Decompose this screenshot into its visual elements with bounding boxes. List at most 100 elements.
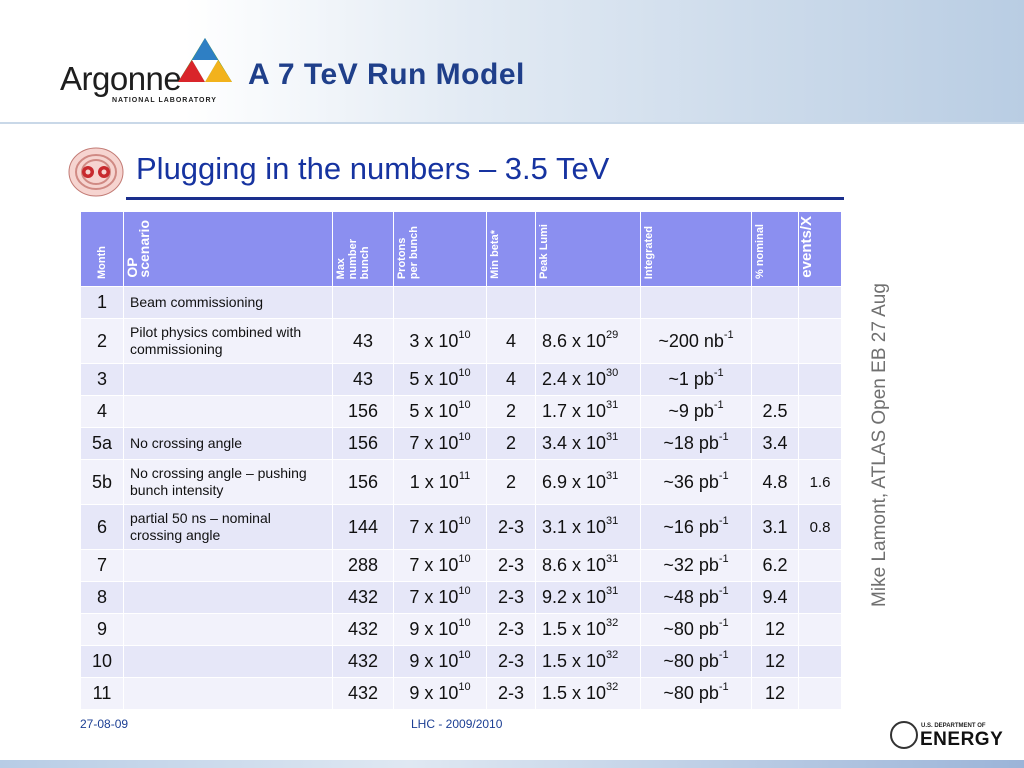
cell-max-bunch: 288: [332, 549, 394, 582]
cell-protons: 7 x 1010: [393, 427, 487, 460]
month-value: 2: [96, 330, 107, 351]
cell-max-bunch: 432: [332, 677, 394, 710]
protons-exponent: 10: [458, 585, 471, 597]
cell-events: [798, 427, 842, 460]
cell-month: 5b: [80, 459, 124, 505]
min-beta-value: 2-3: [497, 683, 524, 703]
cell-pct-nominal: 6.2: [751, 549, 799, 582]
lumi-mantissa: 6.9 x 10: [542, 471, 607, 492]
cell-scenario: [123, 677, 333, 710]
cell-month: 9: [80, 613, 124, 646]
table-row: 6 partial 50 ns – nominal crossing angle 1…: [80, 504, 842, 550]
cell-max-bunch: [332, 286, 394, 319]
cell-min-beta: 2-3: [486, 645, 536, 678]
min-beta-value: 2-3: [497, 516, 524, 537]
cell-pct-nominal: [751, 286, 799, 319]
integrated-value: ~16 pb: [663, 516, 719, 537]
lumi-mantissa: 1.7 x 10: [542, 401, 607, 421]
cell-max-bunch: 156: [332, 395, 394, 428]
cell-integrated: ~200 nb-1: [640, 318, 752, 364]
cell-min-beta: 2-3: [486, 677, 536, 710]
month-value: 1: [96, 292, 107, 312]
pct-nominal-value: 12: [764, 651, 786, 671]
cell-protons: 7 x 1010: [393, 549, 487, 582]
integrated-exponent: -1: [718, 553, 729, 565]
cell-pct-nominal: 4.8: [751, 459, 799, 505]
min-beta-value: 2-3: [497, 619, 524, 639]
cell-peak-lumi: 1.5 x 1032: [535, 645, 641, 678]
cell-integrated: ~16 pb-1: [640, 504, 752, 550]
table-row: 11 432 9 x 1010 2-3 1.5 x 1032 ~80 pb-1 12: [80, 677, 842, 710]
min-beta-value: 4: [505, 330, 516, 351]
cell-scenario: [123, 645, 333, 678]
cell-min-beta: 2: [486, 395, 536, 428]
max-bunch-value: 432: [347, 587, 379, 607]
max-bunch-value: 432: [347, 619, 379, 639]
table-row: 9 432 9 x 1010 2-3 1.5 x 1032 ~80 pb-1 12: [80, 613, 842, 646]
footer-title: LHC - 2009/2010: [411, 717, 503, 731]
cell-events: 0.8: [798, 504, 842, 550]
cell-scenario: [123, 363, 333, 396]
integrated-exponent: -1: [723, 328, 734, 341]
max-bunch-value: 43: [352, 369, 374, 389]
cell-events: [798, 286, 842, 319]
scenario-value: Beam commissioning: [130, 294, 264, 310]
integrated-exponent: -1: [718, 649, 729, 661]
cell-protons: 9 x 1010: [393, 613, 487, 646]
table-body: 1 Beam commissioning 2 Pilot physics combin…: [80, 286, 842, 710]
cell-pct-nominal: [751, 363, 799, 396]
pct-nominal-value: 3.4: [762, 433, 788, 453]
cell-month: 1: [80, 286, 124, 319]
cell-scenario: [123, 395, 333, 428]
header-prot-line1: Protons: [396, 237, 408, 279]
scenario-value: partial 50 ns – nominal crossing angle: [130, 510, 271, 543]
cell-protons: 7 x 1010: [393, 581, 487, 614]
max-bunch-value: 432: [347, 683, 379, 703]
max-bunch-value: 144: [347, 516, 379, 537]
cell-peak-lumi: 3.4 x 1031: [535, 427, 641, 460]
cell-month: 11: [80, 677, 124, 710]
cell-scenario: No crossing angle: [123, 427, 333, 460]
cell-scenario: Beam commissioning: [123, 286, 333, 319]
lumi-mantissa: 3.1 x 10: [542, 516, 607, 537]
subtitle-underline: [126, 197, 844, 200]
protons-exponent: 11: [458, 469, 471, 482]
pct-nominal-value: 12: [764, 619, 786, 639]
integrated-value: ~1 pb: [668, 369, 714, 389]
doe-label-small: U.S. DEPARTMENT OF: [921, 723, 986, 729]
cell-month: 4: [80, 395, 124, 428]
cell-integrated: ~1 pb-1: [640, 363, 752, 396]
cell-month: 3: [80, 363, 124, 396]
cell-min-beta: 2-3: [486, 613, 536, 646]
lumi-exponent: 31: [606, 431, 619, 443]
max-bunch-value: 432: [347, 651, 379, 671]
cell-protons: 5 x 1010: [393, 395, 487, 428]
protons-exponent: 10: [458, 431, 471, 443]
month-value: 10: [91, 651, 113, 671]
max-bunch-value: 288: [347, 555, 379, 575]
cell-pct-nominal: 3.4: [751, 427, 799, 460]
cell-peak-lumi: 9.2 x 1031: [535, 581, 641, 614]
cell-protons: [393, 286, 487, 319]
cell-max-bunch: 432: [332, 613, 394, 646]
max-bunch-value: 156: [347, 433, 379, 453]
cell-scenario: [123, 581, 333, 614]
cell-scenario: partial 50 ns – nominal crossing angle: [123, 504, 333, 550]
min-beta-value: 4: [505, 369, 516, 389]
lumi-mantissa: 2.4 x 10: [542, 369, 607, 389]
header-max-line2: number: [347, 238, 359, 279]
month-value: 4: [96, 401, 107, 421]
cell-protons: 7 x 1010: [393, 504, 487, 550]
cell-pct-nominal: 12: [751, 613, 799, 646]
cell-scenario: Pilot physics combined with commissionin…: [123, 318, 333, 364]
cell-month: 8: [80, 581, 124, 614]
cell-max-bunch: 432: [332, 645, 394, 678]
integrated-exponent: -1: [713, 367, 724, 379]
cell-pct-nominal: 3.1: [751, 504, 799, 550]
cell-min-beta: 2: [486, 427, 536, 460]
integrated-value: ~80 pb: [663, 619, 719, 639]
table-row: 7 288 7 x 1010 2-3 8.6 x 1031 ~32 pb-1 6.2: [80, 549, 842, 582]
table-row: 1 Beam commissioning: [80, 286, 842, 319]
protons-mantissa: 7 x 10: [409, 433, 459, 453]
events-value: 0.8: [809, 518, 831, 536]
